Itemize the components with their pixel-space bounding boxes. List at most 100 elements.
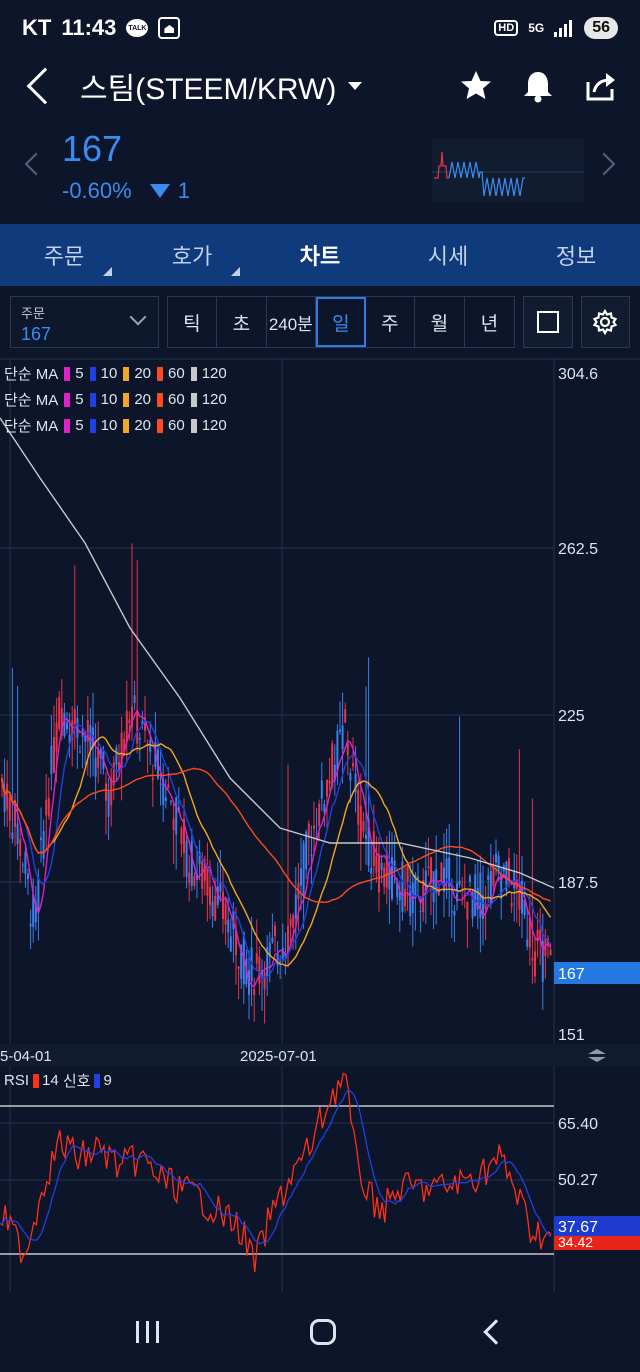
candle-body: [115, 747, 118, 765]
corner-icon: [103, 267, 112, 276]
hd-icon: HD: [494, 20, 519, 36]
period-tick[interactable]: 틱: [168, 297, 218, 347]
candle-body: [274, 925, 276, 937]
candle-body: [339, 729, 341, 732]
period-year[interactable]: 년: [480, 313, 499, 335]
rsi-value-label: 34.42: [558, 1234, 593, 1250]
tab-label: 시세: [427, 244, 469, 269]
chevron-down-icon[interactable]: [348, 82, 363, 90]
bell-icon[interactable]: [520, 68, 556, 104]
candle-body: [349, 773, 352, 781]
tab-chart[interactable]: 차트: [256, 224, 384, 286]
price-change: -0.60% 1: [62, 178, 190, 204]
ma-color-swatch: [64, 392, 71, 407]
current-price: 167: [62, 128, 123, 169]
candle-body: [284, 953, 287, 957]
candle-body: [372, 831, 375, 866]
down-triangle-icon: [149, 184, 170, 198]
order-select[interactable]: 주문 167: [10, 296, 159, 348]
ma-color-swatch: [190, 392, 197, 407]
order-select-value: 167: [21, 324, 52, 344]
ma-period: 10: [100, 365, 118, 382]
candle-body: [385, 851, 388, 888]
candle-body: [123, 739, 126, 755]
chart-settings-button[interactable]: [580, 296, 631, 348]
candle-body: [495, 853, 497, 863]
period-second[interactable]: 초: [217, 297, 267, 347]
chart-area[interactable]: 304.6 262.5 225 187.5 151 167 5-04-01 20…: [0, 358, 640, 1292]
order-select-label: 주문: [21, 306, 45, 321]
candle-body: [203, 859, 206, 881]
candle-body: [58, 697, 61, 729]
ma-legend-row[interactable]: 단순 MA 5 10 20 60 120: [4, 363, 227, 384]
page-title[interactable]: 스팀(STEEM/KRW): [80, 73, 337, 106]
candle-body: [99, 749, 102, 758]
candle-body: [128, 719, 131, 723]
tab-info[interactable]: 정보: [512, 224, 640, 286]
candle-body: [138, 737, 141, 740]
candle-body: [289, 918, 292, 926]
mini-chart[interactable]: [432, 138, 584, 202]
panel-resize-icon[interactable]: [588, 1049, 606, 1062]
candle-body: [118, 762, 120, 771]
chart-svg[interactable]: 304.6 262.5 225 187.5 151 167 5-04-01 20…: [0, 358, 640, 1292]
ma-color-swatch: [157, 392, 163, 407]
candle-body: [107, 791, 110, 817]
rsi-color-swatch: [33, 1073, 40, 1088]
back-icon[interactable]: [482, 1319, 509, 1345]
candle-body: [66, 722, 68, 730]
candle-body: [276, 953, 279, 966]
period-month[interactable]: 월: [415, 297, 465, 347]
ma-color-swatch: [64, 418, 71, 433]
rsi-period: 14: [42, 1072, 59, 1089]
battery-icon: 56: [584, 17, 618, 39]
square-icon: [536, 311, 559, 333]
share-icon[interactable]: [582, 68, 618, 104]
candle-body: [318, 803, 321, 826]
header-actions: [458, 68, 618, 104]
candle-body: [383, 867, 386, 887]
candle-body: [541, 940, 544, 982]
header: 스팀(STEEM/KRW): [0, 56, 640, 116]
prev-coin-icon[interactable]: [24, 152, 48, 176]
period-240min[interactable]: 240분: [267, 297, 317, 347]
ma-legend-row[interactable]: 단순 MA 5 10 20 60 120: [4, 415, 227, 436]
tab-order[interactable]: 주문: [0, 224, 128, 286]
candle-body: [198, 852, 201, 864]
candle-body: [281, 947, 284, 961]
candle-body: [336, 730, 339, 771]
fullscreen-button[interactable]: [523, 296, 573, 348]
candle-body: [261, 970, 263, 978]
y-tick-label: 151: [558, 1027, 585, 1044]
next-coin-icon[interactable]: [592, 152, 616, 176]
candle-body: [255, 953, 258, 964]
candle-body: [315, 836, 318, 839]
candle-body: [474, 874, 477, 916]
candle-body: [253, 988, 256, 996]
candle-body: [89, 725, 92, 750]
tab-orderbook[interactable]: 호가: [128, 224, 256, 286]
tab-label: 주문: [43, 244, 85, 269]
rsi-legend[interactable]: RSI 14 신호 9: [4, 1070, 112, 1091]
candle-body: [235, 929, 237, 956]
candle-body: [27, 873, 29, 880]
ma-legend-row[interactable]: 단순 MA 5 10 20 60 120: [4, 389, 227, 410]
period-day[interactable]: 일: [316, 297, 366, 347]
candle-body: [378, 854, 380, 893]
period-week[interactable]: 주: [366, 297, 416, 347]
ma-period: 5: [75, 417, 84, 434]
candle-body: [497, 855, 500, 874]
candle-body: [513, 871, 516, 889]
recent-apps-icon[interactable]: [135, 1321, 159, 1343]
candle-body: [357, 790, 360, 825]
candle-body: [346, 742, 349, 756]
candle-body: [180, 827, 183, 845]
home-icon[interactable]: [309, 1319, 336, 1345]
ma-color-swatch: [157, 366, 163, 381]
candle-body: [175, 797, 178, 835]
tab-market-price[interactable]: 시세: [384, 224, 512, 286]
candle-body: [331, 743, 334, 787]
back-icon[interactable]: [26, 67, 64, 105]
star-icon[interactable]: [458, 68, 494, 104]
candle-body: [310, 855, 313, 857]
